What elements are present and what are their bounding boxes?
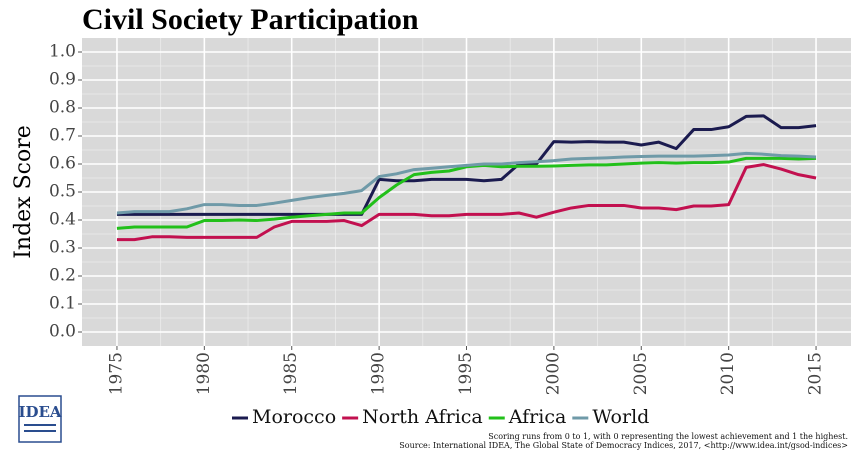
y-tick-label: 0.0 — [49, 322, 76, 342]
legend-label: Africa — [508, 406, 567, 428]
x-tick-label: 2000 — [543, 352, 563, 395]
logo-text: IDEA — [18, 403, 61, 421]
line-series — [116, 114, 817, 216]
x-tick-label: 2015 — [806, 352, 826, 395]
chart-title: Civil Society Participation — [82, 3, 419, 36]
y-tick-label: 0.7 — [49, 126, 76, 146]
legend: Morocco North Africa Africa World — [232, 406, 649, 428]
logo: IDEA — [18, 395, 62, 443]
y-tick-label: 0.5 — [49, 182, 76, 202]
legend-label: North Africa — [362, 406, 483, 428]
line-series — [116, 163, 817, 242]
x-tick-label: 1985 — [281, 352, 301, 395]
y-tick-label: 0.3 — [49, 238, 76, 258]
legend-label: Morocco — [252, 406, 336, 428]
logo-box — [18, 395, 62, 443]
y-tick-label: 0.4 — [49, 210, 76, 230]
x-tick-label: 1995 — [456, 352, 476, 395]
y-axis-label: Index Score — [11, 125, 36, 259]
x-tick-label: 1975 — [106, 352, 126, 395]
y-tick-label: 1.0 — [49, 42, 76, 62]
y-tick-label: 0.8 — [49, 98, 76, 118]
x-tick-label: 1990 — [369, 352, 389, 395]
x-tick-label: 2010 — [718, 352, 738, 395]
y-tick-label: 0.2 — [49, 266, 76, 286]
x-tick-label: 2005 — [631, 352, 651, 395]
line-series — [116, 151, 817, 215]
logo-line — [24, 430, 56, 432]
x-tick-label: 1980 — [194, 352, 214, 395]
y-tick-label: 0.9 — [49, 70, 76, 90]
source-note: Source: International IDEA, The Global S… — [399, 441, 848, 450]
legend-label: World — [592, 406, 649, 428]
source-note: Scoring runs from 0 to 1, with 0 represe… — [488, 432, 848, 441]
y-tick-label: 0.1 — [49, 294, 76, 314]
y-tick-label: 0.6 — [49, 154, 76, 174]
logo-line — [24, 424, 56, 426]
